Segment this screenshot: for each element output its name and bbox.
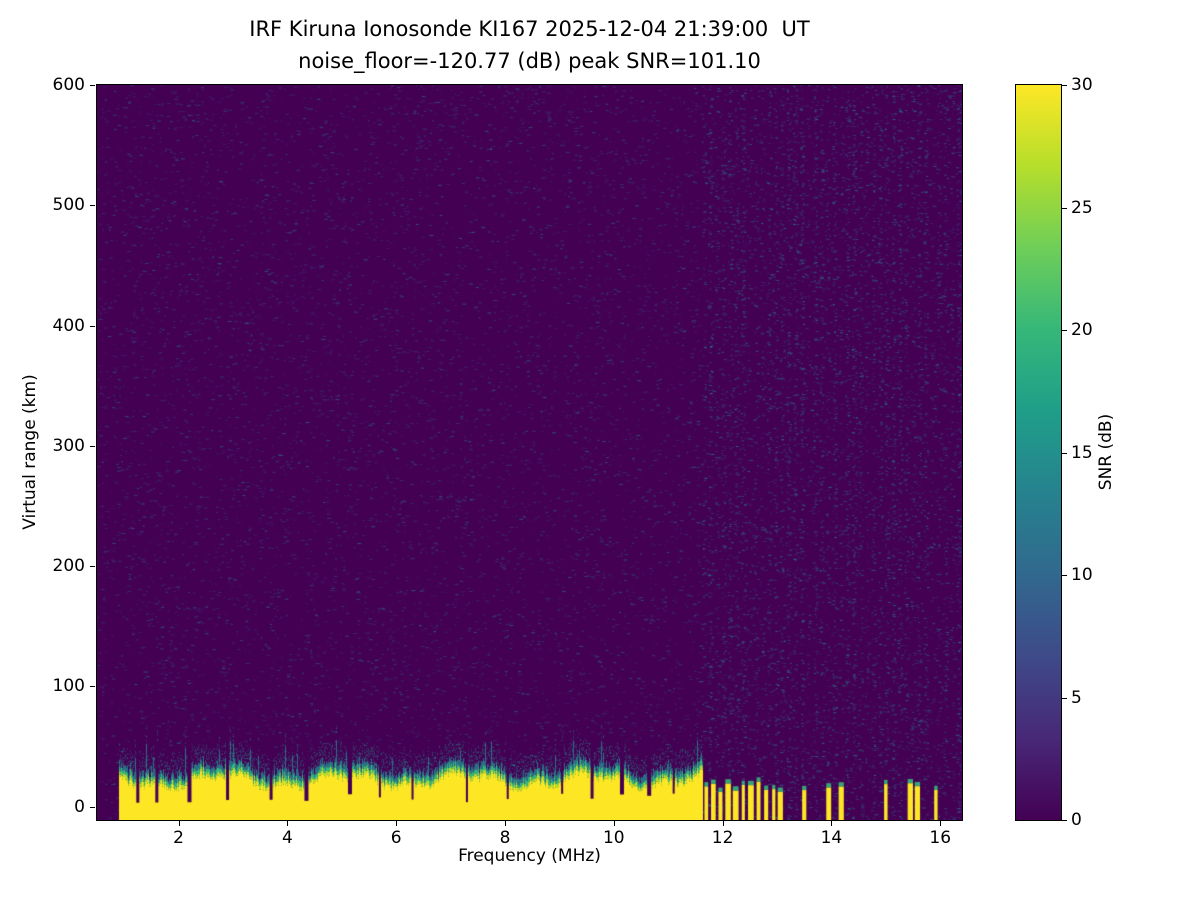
- colorbar-tick-label: 15: [1071, 442, 1093, 463]
- x-tick-label: 6: [390, 828, 402, 848]
- colorbar-tick-mark: [1062, 697, 1067, 699]
- colorbar-tick-label: 20: [1071, 320, 1093, 340]
- x-tick-mark: [396, 821, 398, 826]
- x-axis-label: Frequency (MHz): [458, 846, 601, 866]
- x-tick-mark: [178, 821, 180, 826]
- x-tick-label: 4: [281, 828, 293, 848]
- x-tick-mark: [940, 821, 942, 826]
- y-tick-label: 100: [52, 676, 85, 697]
- colorbar-tick-mark: [1062, 452, 1067, 454]
- x-tick-mark: [505, 821, 507, 826]
- x-tick-label: 10: [602, 828, 625, 848]
- x-tick-label: 16: [929, 828, 952, 848]
- y-tick-mark: [90, 205, 95, 207]
- plot-title: IRF Kiruna Ionosonde KI167 2025-12-04 21…: [249, 17, 810, 41]
- x-tick-label: 12: [711, 828, 734, 848]
- x-tick-mark: [613, 821, 615, 826]
- y-tick-mark: [90, 806, 95, 808]
- y-tick-mark: [90, 85, 95, 86]
- y-tick-label: 200: [52, 556, 85, 577]
- x-tick-label: 2: [173, 828, 184, 848]
- y-tick-label: 600: [52, 75, 85, 95]
- colorbar-tick-mark: [1062, 85, 1067, 86]
- y-tick-label: 300: [52, 435, 85, 456]
- colorbar-tick-label: 30: [1071, 75, 1093, 95]
- y-tick-label: 500: [52, 195, 85, 216]
- y-tick-mark: [90, 325, 95, 327]
- x-tick-mark: [831, 821, 833, 826]
- y-tick-label: 0: [74, 796, 85, 817]
- plot-area: [96, 84, 963, 821]
- y-tick-label: 400: [52, 315, 85, 336]
- colorbar-tick-label: 5: [1071, 687, 1082, 708]
- y-tick-mark: [90, 445, 95, 447]
- x-tick-label: 8: [499, 828, 511, 848]
- colorbar-tick-mark: [1062, 575, 1067, 576]
- colorbar-tick-label: 10: [1071, 565, 1093, 585]
- x-tick-mark: [722, 821, 724, 826]
- y-tick-mark: [90, 566, 95, 568]
- plot-subtitle: noise_floor=-120.77 (dB) peak SNR=101.10: [298, 49, 761, 73]
- colorbar-tick-label: 25: [1071, 197, 1093, 218]
- colorbar-tick-mark: [1062, 207, 1067, 209]
- x-tick-mark: [287, 821, 289, 826]
- x-tick-label: 14: [820, 828, 843, 848]
- y-tick-mark: [90, 686, 95, 688]
- colorbar-tick-mark: [1062, 820, 1067, 821]
- colorbar-tick-mark: [1062, 330, 1067, 331]
- colorbar: [1015, 84, 1062, 821]
- colorbar-tick-label: 0: [1071, 810, 1082, 830]
- ionogram-heatmap-canvas: [97, 85, 962, 820]
